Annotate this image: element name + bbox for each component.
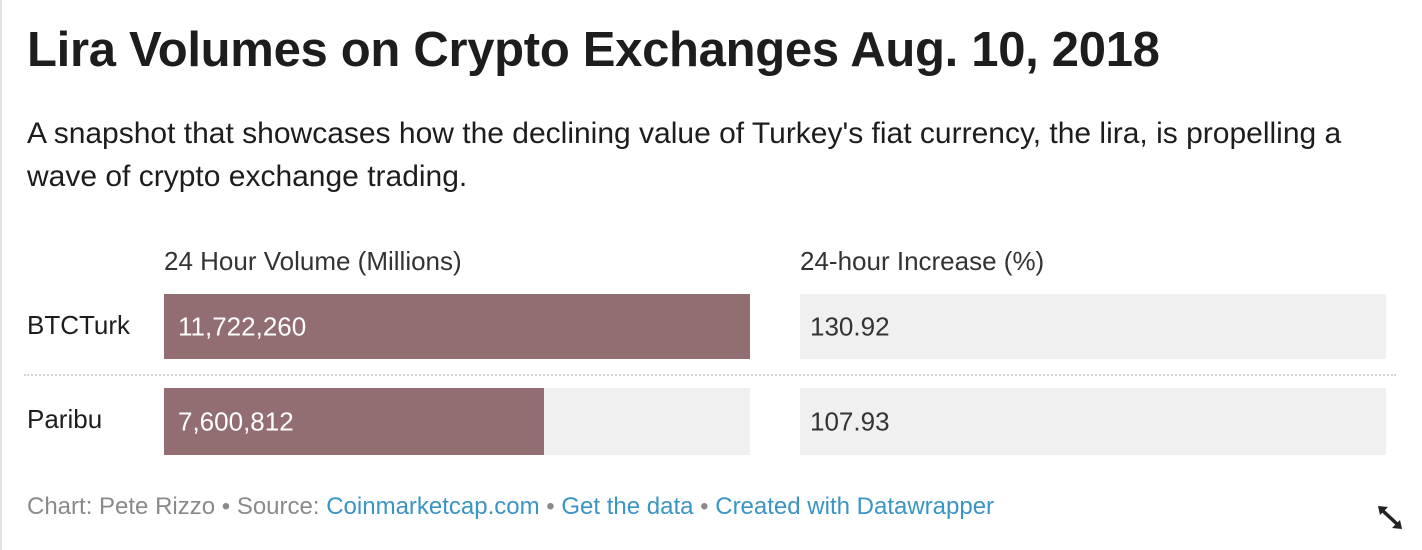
chart-subtitle: A snapshot that showcases how the declin… [27, 117, 1342, 193]
source-label: Source: [236, 493, 327, 520]
increase-cell-paribu: 107.93 [800, 388, 1386, 455]
increase-cell-btcturk: 130.92 [800, 294, 1386, 359]
get-data-link[interactable]: Get the data [561, 493, 694, 520]
row-divider [24, 374, 1396, 376]
footer-separator: • [693, 493, 716, 520]
footer-separator: • [539, 493, 562, 520]
row-label-paribu: Paribu [27, 404, 103, 434]
increase-value-paribu: 107.93 [810, 406, 890, 436]
datawrapper-link[interactable]: Created with Datawrapper [715, 493, 995, 520]
increase-column-header: 24-hour Increase (%) [800, 246, 1045, 276]
row-label-btcturk: BTCTurk [27, 310, 131, 340]
left-border [0, 0, 2, 550]
chart-title: Lira Volumes on Crypto Exchanges Aug. 10… [27, 23, 1160, 77]
increase-value-btcturk: 130.92 [810, 311, 890, 341]
volume-bar-paribu [164, 388, 544, 455]
footer-separator: • [215, 493, 237, 520]
source-link[interactable]: Coinmarketcap.com [326, 493, 540, 520]
chart-footer: Chart: Pete Rizzo • Source: Coinmarketca… [27, 493, 994, 521]
chart-credit: Chart: Pete Rizzo [27, 493, 216, 520]
volume-bar-btcturk [164, 294, 750, 359]
volume-value-paribu: 7,600,812 [178, 406, 294, 436]
volume-bar-track-paribu: 7,600,812 [164, 388, 750, 455]
volume-value-btcturk: 11,722,260 [178, 311, 307, 341]
volume-column-header: 24 Hour Volume (Millions) [164, 246, 462, 276]
volume-bar-track-btcturk: 11,722,260 [164, 294, 750, 359]
resize-diagonal-icon[interactable] [1375, 502, 1405, 532]
